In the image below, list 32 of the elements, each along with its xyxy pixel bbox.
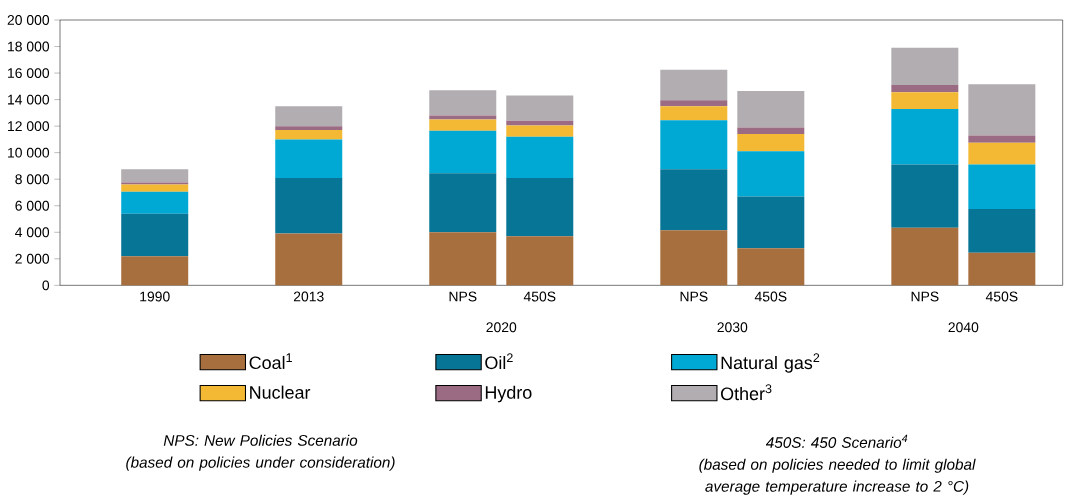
text: 2020 [486, 322, 517, 333]
x-tick-label: 1990 [140, 291, 170, 302]
y-tick-label: 8 000 [15, 174, 50, 185]
y-tick-label: 18 000 [8, 41, 50, 52]
x-tick-label: NPS [680, 291, 708, 302]
y-tick-label: 6 000 [15, 200, 50, 211]
legend-label: Coal$^{1}$ [249, 353, 292, 370]
x-tick-label: 450S [985, 291, 1018, 302]
legend-label: Hydro [485, 385, 532, 403]
y-tick-label: 10 000 [8, 147, 50, 158]
x-tick-label: 450S [523, 291, 556, 302]
y-tick-label: 12 000 [8, 121, 50, 132]
legend-label: Oil$^{2}$ [485, 353, 513, 370]
y-tick-label: 14 000 [8, 94, 50, 105]
legend-label: Natural gas$^{2}$ [721, 353, 820, 373]
text: 450S: 450 Scenario$^{4}$ [765, 434, 908, 448]
x-tick-label: 450S [754, 291, 787, 302]
text: (based on policies under consideration) [126, 456, 395, 471]
text: 2040 [948, 322, 979, 333]
text: NPS: New Policies Scenario [163, 434, 358, 446]
text: 2030 [717, 322, 748, 333]
x-tick-label: NPS [911, 291, 939, 302]
y-tick-label: 0 [42, 280, 50, 291]
text: (based on policies needed to limit global average temperature increase to 2 °C) [699, 458, 976, 495]
y-tick-label: 16 000 [8, 68, 50, 79]
legend-label: Other$^{3}$ [720, 384, 772, 401]
legend-label: Nuclear [250, 385, 311, 399]
x-tick-label: 2013 [293, 291, 324, 302]
y-tick-label: 20 000 [7, 15, 50, 25]
x-tick-label: NPS [449, 291, 477, 302]
y-tick-label: 2 000 [15, 253, 50, 264]
y-tick-label: 4 000 [15, 227, 50, 238]
